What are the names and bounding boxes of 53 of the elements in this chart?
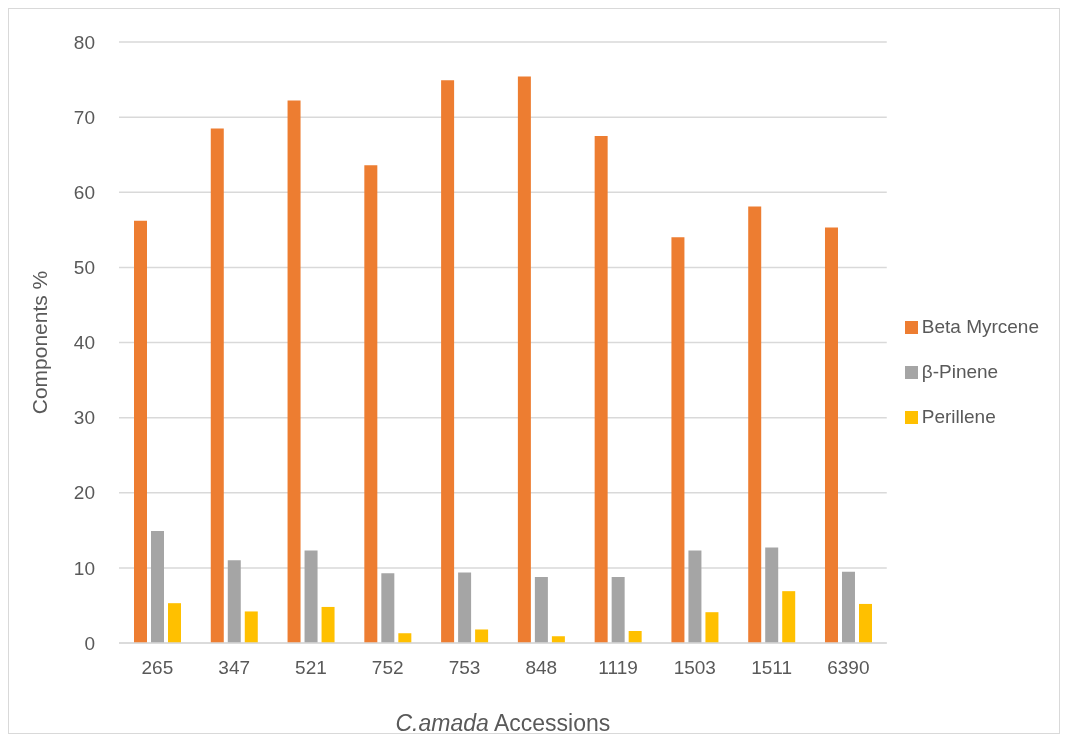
bar	[398, 633, 412, 643]
y-tick-label: 60	[73, 181, 95, 203]
x-tick-label: 1511	[751, 657, 793, 679]
bar	[244, 611, 258, 643]
bar	[782, 591, 796, 643]
y-tick-label: 20	[73, 482, 95, 504]
x-tick-label: 752	[371, 657, 404, 679]
bar	[168, 603, 181, 643]
y-tick-label: 0	[84, 632, 95, 654]
bar	[475, 629, 489, 643]
bar	[671, 237, 685, 643]
y-tick-label: 30	[73, 407, 95, 429]
x-tick-label: 1119	[598, 657, 638, 679]
bar	[765, 547, 779, 643]
legend-label: Beta Myrcene	[921, 315, 1039, 337]
y-tick-label: 40	[73, 332, 95, 354]
bar	[611, 576, 625, 643]
bar	[858, 603, 872, 643]
bar	[534, 576, 548, 643]
x-tick-label: 1503	[673, 657, 716, 679]
x-tick-label: 6390	[827, 657, 870, 679]
bar	[364, 165, 378, 643]
bar	[824, 227, 838, 643]
bar	[151, 531, 164, 643]
x-tick-label: 521	[295, 657, 327, 679]
y-tick-label: 70	[73, 106, 95, 128]
legend-label: Perillene	[921, 405, 996, 427]
bar	[287, 100, 301, 643]
x-tick-label: 265	[141, 657, 174, 679]
y-axis-title: Components %	[28, 270, 51, 415]
bar	[841, 571, 855, 643]
x-tick-label: 347	[218, 657, 251, 679]
y-tick-label: 80	[73, 31, 95, 53]
bar	[628, 630, 642, 643]
x-axis-title: C.amada Accessions	[395, 710, 611, 736]
bar	[748, 206, 762, 643]
bar	[594, 135, 608, 643]
bar	[321, 606, 335, 643]
bar	[134, 220, 147, 643]
y-tick-label: 50	[73, 257, 95, 279]
y-tick-label: 10	[73, 557, 95, 579]
legend-label: β-Pinene	[921, 360, 999, 382]
bar	[517, 76, 531, 643]
bar	[458, 572, 472, 643]
x-tick-label: 848	[525, 657, 558, 679]
bar	[381, 573, 395, 643]
bar	[688, 550, 702, 643]
bar	[227, 560, 241, 643]
bar	[304, 550, 318, 643]
bar	[210, 128, 224, 643]
bar	[441, 80, 455, 643]
x-tick-label: 753	[448, 657, 481, 679]
bar	[705, 612, 719, 643]
